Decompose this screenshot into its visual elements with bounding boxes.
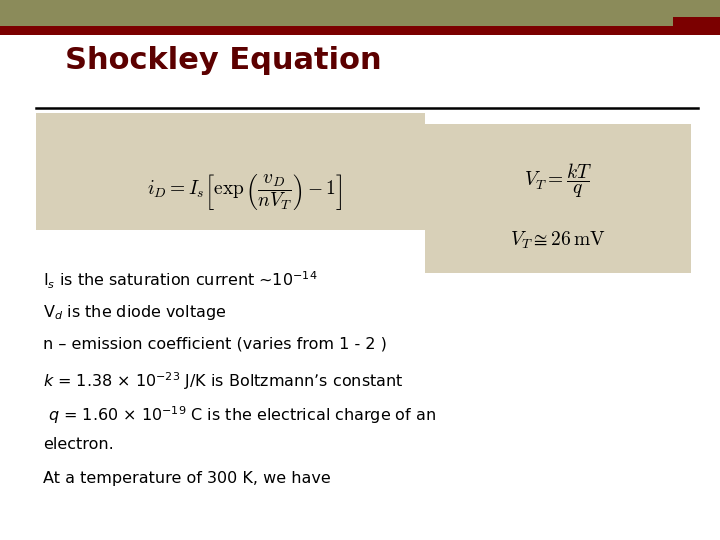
Bar (0, 26, 673, 35)
Text: $k$ = 1.38 × 10$^{-23}$ J/K is Boltzmann’s constant: $k$ = 1.38 × 10$^{-23}$ J/K is Boltzmann… (43, 370, 404, 392)
Text: Shockley Equation: Shockley Equation (65, 46, 382, 75)
FancyBboxPatch shape (425, 124, 691, 219)
Text: electron.: electron. (43, 437, 114, 453)
Text: $V_T \cong 26\,\mathrm{mV}$: $V_T \cong 26\,\mathrm{mV}$ (510, 230, 606, 251)
Bar (673, 0, 720, 35)
Text: $V_T = \dfrac{kT}{q}$: $V_T = \dfrac{kT}{q}$ (524, 162, 592, 200)
Text: V$_d$ is the diode voltage: V$_d$ is the diode voltage (43, 303, 227, 322)
Text: At a temperature of 300 K, we have: At a temperature of 300 K, we have (43, 471, 331, 486)
Text: $q$ = 1.60 × 10$^{-19}$ C is the electrical charge of an: $q$ = 1.60 × 10$^{-19}$ C is the electri… (43, 404, 436, 426)
FancyBboxPatch shape (36, 113, 425, 230)
Bar (673, 0, 720, 17)
Text: n – emission coefficient (varies from 1 - 2 ): n – emission coefficient (varies from 1 … (43, 337, 387, 352)
Text: I$_s$ is the saturation current ~10$^{ -14}$: I$_s$ is the saturation current ~10$^{ -… (43, 270, 318, 292)
Text: $i_D = I_s\left[\exp\left(\dfrac{v_D}{nV_T}\right)-1\right]$: $i_D = I_s\left[\exp\left(\dfrac{v_D}{nV… (147, 172, 343, 212)
FancyBboxPatch shape (425, 213, 691, 273)
Bar (0, 0, 673, 26)
